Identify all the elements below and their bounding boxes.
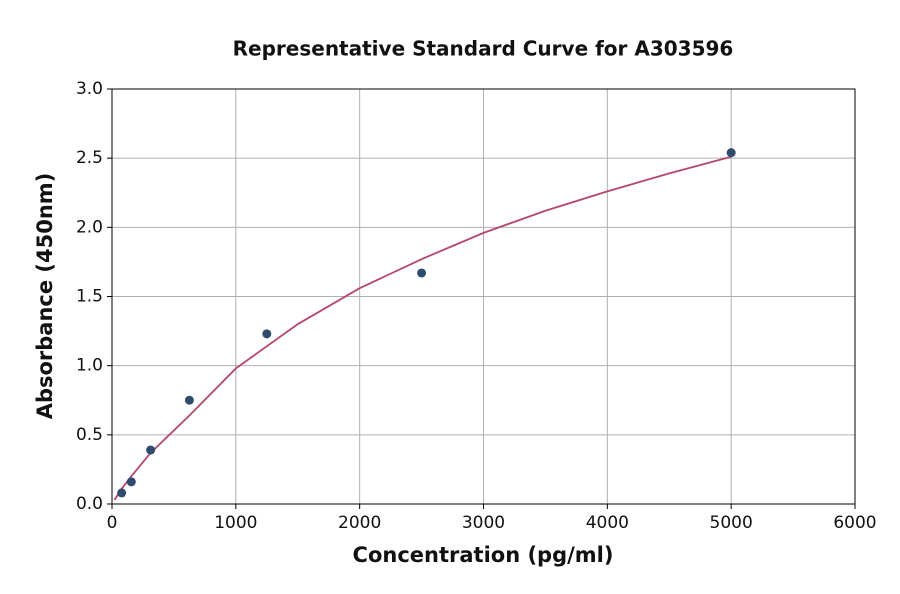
fit-curve (113, 155, 732, 501)
x-tick-label: 5000 (710, 513, 753, 533)
y-tick-label: 2.0 (76, 217, 103, 237)
y-tick-label: 1.5 (76, 287, 103, 307)
y-tick-label: 1.0 (76, 356, 103, 376)
data-point (117, 488, 127, 498)
y-tick-label: 3.0 (76, 79, 103, 99)
data-point (184, 395, 194, 405)
x-tick-label: 4000 (586, 513, 629, 533)
data-point (262, 329, 272, 339)
y-tick-label: 2.5 (76, 148, 103, 168)
data-point (146, 445, 156, 455)
x-tick-label: 3000 (462, 513, 505, 533)
chart-title: Representative Standard Curve for A30359… (233, 37, 734, 61)
data-point (417, 268, 427, 278)
data-point (726, 148, 736, 158)
x-tick-label: 0 (107, 513, 118, 533)
x-tick-label: 2000 (338, 513, 381, 533)
y-axis-title: Absorbance (450nm) (33, 173, 57, 420)
data-point (126, 477, 136, 487)
plot-frame (111, 88, 856, 505)
x-tick-label: 1000 (214, 513, 257, 533)
y-tick-label: 0.5 (76, 425, 103, 445)
x-tick-label: 6000 (833, 513, 876, 533)
x-axis-title: Concentration (pg/ml) (353, 543, 614, 567)
y-tick-label: 0.0 (76, 494, 103, 514)
